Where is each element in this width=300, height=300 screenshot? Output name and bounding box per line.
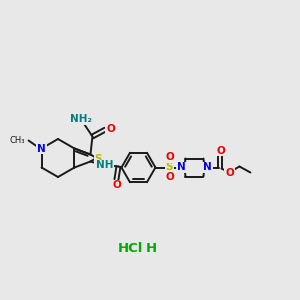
Text: O: O — [225, 167, 234, 178]
Text: NH₂: NH₂ — [70, 115, 92, 124]
Text: S: S — [166, 163, 173, 172]
Text: S: S — [95, 154, 102, 164]
Text: CH₃: CH₃ — [9, 136, 25, 145]
Text: N: N — [203, 163, 212, 172]
Text: O: O — [165, 172, 174, 182]
Text: N: N — [177, 163, 186, 172]
Text: NH: NH — [96, 160, 113, 170]
Text: HCl: HCl — [117, 242, 143, 254]
Text: N: N — [37, 143, 46, 154]
Text: O: O — [216, 146, 225, 155]
Text: H: H — [146, 242, 157, 254]
Text: O: O — [106, 124, 115, 134]
Text: O: O — [112, 181, 121, 190]
Text: O: O — [165, 152, 174, 163]
